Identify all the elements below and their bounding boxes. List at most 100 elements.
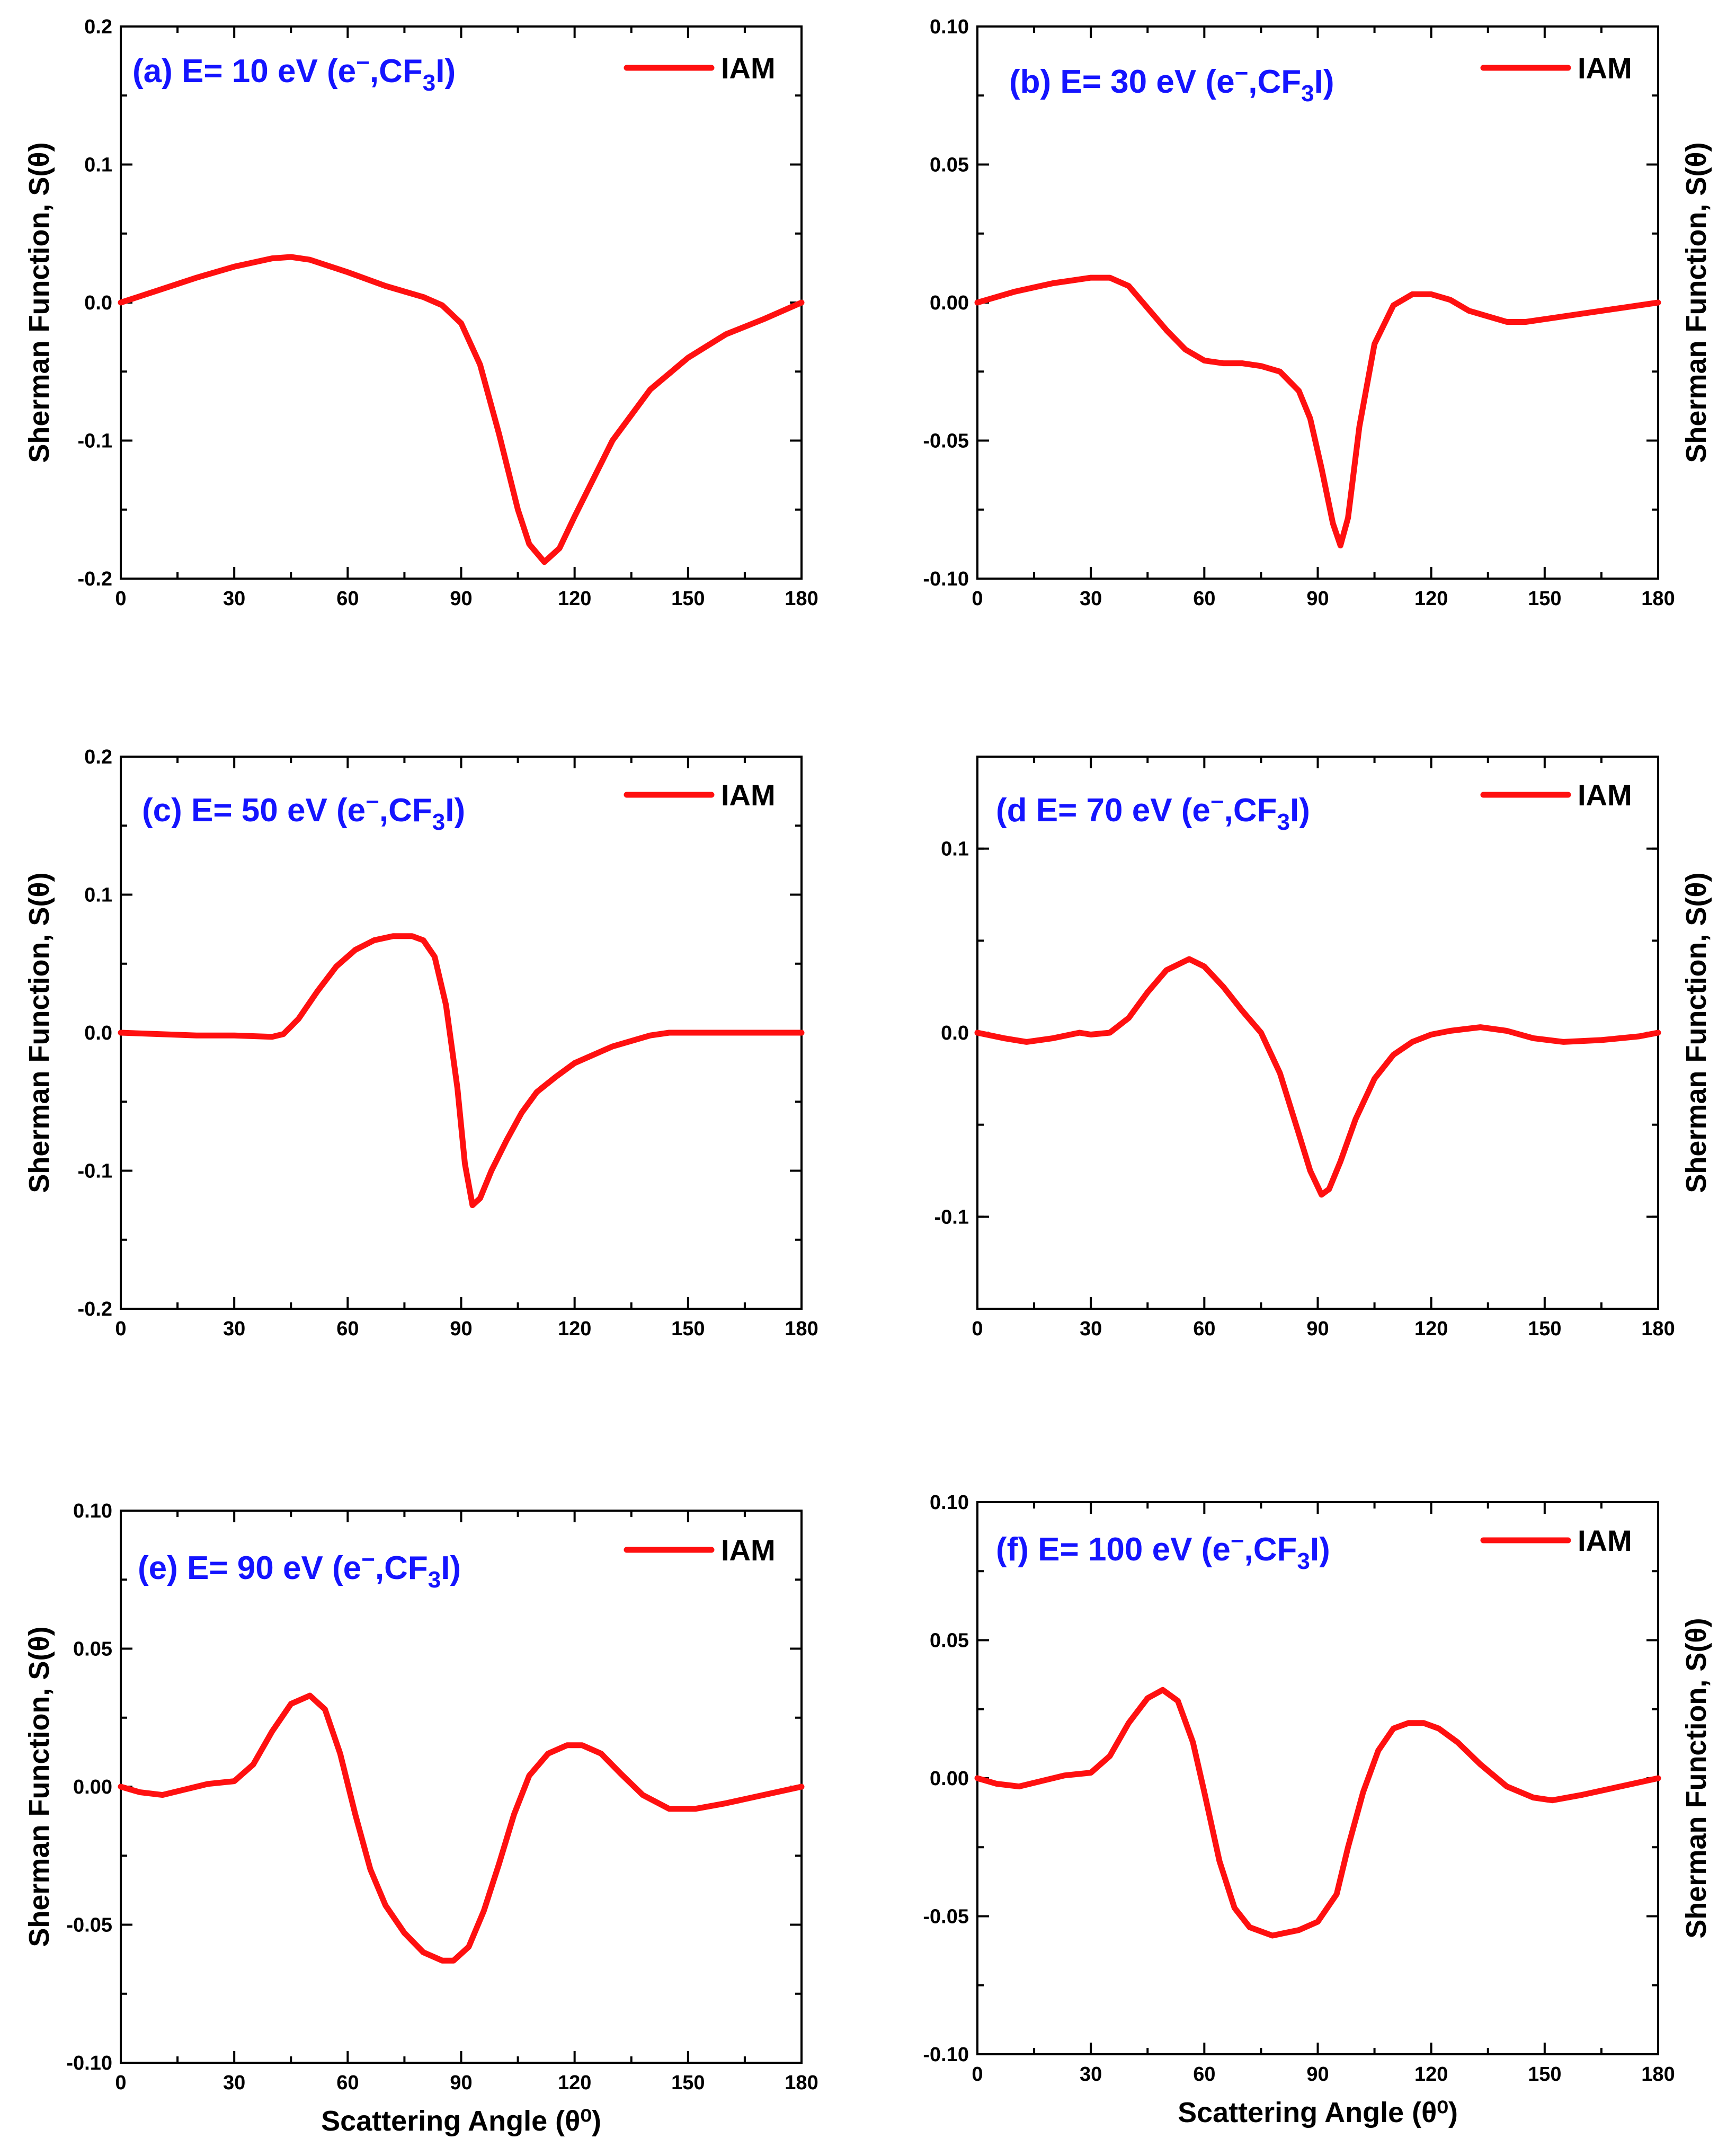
panel-title: (f) E= 100 eV (e−,CF3I) xyxy=(996,1528,1330,1574)
y-axis-label: Sherman Function, S(θ) xyxy=(1680,872,1712,1193)
y-tick-label: 0.05 xyxy=(930,1630,969,1652)
panel-b: 0 30 60 90 120 150 180 -0.10 -0.05 0.00 0.05 0.10 Sh… xyxy=(923,16,1712,610)
x-tick-label: 90 xyxy=(450,1318,472,1340)
y-axis-label: Sherman Function, S(θ) xyxy=(1680,142,1712,463)
x-tick-label: 180 xyxy=(785,588,818,610)
x-tick-label: 0 xyxy=(115,1318,126,1340)
panel-title: (d E= 70 eV (e−,CF3I) xyxy=(996,789,1310,835)
title-part: (f) E= 100 eV (e xyxy=(996,1531,1231,1568)
panel-title: (e) E= 90 eV (e−,CF3I) xyxy=(138,1547,461,1593)
legend-label: IAM xyxy=(721,51,776,85)
legend-label: IAM xyxy=(1578,1524,1632,1557)
y-tick-label: 0.0 xyxy=(941,1022,969,1044)
series-line-iam xyxy=(974,1687,1661,1939)
x-tick-label: 30 xyxy=(223,588,245,610)
y-tick-label: 0.05 xyxy=(73,1638,112,1661)
title-part: (d E= 70 eV (e xyxy=(996,792,1210,829)
title-part: ,CF xyxy=(379,792,432,829)
y-tick-label: 0.05 xyxy=(930,154,969,176)
title-part: (b) E= 30 eV (e xyxy=(1009,64,1235,100)
x-tick-label: 180 xyxy=(785,1318,818,1340)
x-tick-label: 120 xyxy=(1414,588,1448,610)
title-subscript: 3 xyxy=(1301,81,1314,107)
title-superscript: − xyxy=(366,789,379,815)
title-part: I) xyxy=(1310,1531,1330,1568)
title-superscript: − xyxy=(361,1547,375,1573)
x-tick-label: 30 xyxy=(1080,588,1102,610)
y-tick-label: -0.1 xyxy=(934,1206,969,1228)
x-tick-label: 90 xyxy=(450,588,472,610)
panel-d: 0 30 60 90 120 150 180 -0.1 0.0 0.1 Sherman Functi… xyxy=(934,756,1712,1340)
y-tick-label: -0.05 xyxy=(923,430,969,453)
title-part: ,CF xyxy=(1224,792,1277,829)
plot-frame xyxy=(120,25,803,580)
x-tick-label: 150 xyxy=(1528,2063,1561,2086)
legend-label: IAM xyxy=(721,778,776,812)
y-tick-label: -0.10 xyxy=(66,2052,112,2074)
x-tick-label: 120 xyxy=(1414,2063,1448,2086)
title-part: I) xyxy=(1314,64,1334,100)
x-tick-label: 0 xyxy=(972,1318,983,1340)
x-tick-label: 90 xyxy=(450,2072,472,2094)
x-tick-label: 120 xyxy=(558,2072,591,2094)
y-tick-label: -0.10 xyxy=(923,2044,969,2066)
y-tick-label: 0.10 xyxy=(930,1492,969,1514)
y-tick-label: 0.2 xyxy=(84,746,112,768)
y-tick-label: -0.2 xyxy=(78,568,112,590)
plot-frame xyxy=(976,25,1659,580)
title-subscript: 3 xyxy=(428,1567,441,1593)
title-part: (e) E= 90 eV (e xyxy=(138,1550,361,1586)
y-tick-label: 0.1 xyxy=(941,838,969,860)
title-part: I) xyxy=(1290,792,1310,829)
x-tick-label: 90 xyxy=(1306,2063,1329,2086)
panel-f: 0 30 60 90 120 150 180 -0.10 -0.05 0.00 0.05 0.10 Sh… xyxy=(923,1492,1712,2128)
x-tick-label: 150 xyxy=(671,1318,705,1340)
x-tick-label: 30 xyxy=(223,2072,245,2094)
series-line-iam xyxy=(118,254,805,565)
legend-label: IAM xyxy=(721,1533,776,1567)
title-superscript: − xyxy=(1231,1528,1244,1554)
y-tick-label: 0.10 xyxy=(73,1500,112,1522)
title-part: I) xyxy=(445,792,465,829)
x-tick-label: 150 xyxy=(671,2072,705,2094)
x-tick-label: 60 xyxy=(336,2072,359,2094)
x-tick-label: 0 xyxy=(972,2063,983,2086)
y-tick-label: -0.05 xyxy=(923,1906,969,1928)
title-part: (c) E= 50 eV (e xyxy=(142,792,366,829)
x-axis-label: Scattering Angle (θ⁰) xyxy=(321,2105,601,2137)
title-subscript: 3 xyxy=(1297,1548,1310,1574)
y-axis-label: Sherman Function, S(θ) xyxy=(23,1626,55,1947)
series-line-iam xyxy=(118,933,805,1209)
title-superscript: − xyxy=(1235,60,1249,86)
title-part: ,CF xyxy=(1244,1531,1297,1568)
title-subscript: 3 xyxy=(432,809,445,835)
panel-a: 0 30 60 90 120 150 180 -0.2 -0.1 0.0 0.1 0.2 Sherman… xyxy=(23,16,818,610)
title-part: I) xyxy=(435,53,456,90)
series-line-iam xyxy=(974,274,1661,548)
title-subscript: 3 xyxy=(423,70,435,96)
x-tick-label: 180 xyxy=(785,2072,818,2094)
y-tick-label: 0.00 xyxy=(930,292,969,314)
panel-title: (b) E= 30 eV (e−,CF3I) xyxy=(1009,60,1334,107)
title-part: ,CF xyxy=(1248,64,1301,100)
x-tick-label: 120 xyxy=(558,1318,591,1340)
x-axis-label: Scattering Angle (θ⁰) xyxy=(1178,2097,1458,2128)
title-part: ,CF xyxy=(375,1550,428,1586)
panel-title: (c) E= 50 eV (e−,CF3I) xyxy=(142,789,465,835)
y-tick-label: 0.2 xyxy=(84,16,112,38)
y-tick-label: -0.2 xyxy=(78,1298,112,1320)
legend-label: IAM xyxy=(1578,51,1632,85)
title-superscript: − xyxy=(356,50,370,76)
x-tick-label: 90 xyxy=(1306,588,1329,610)
y-tick-label: 0.0 xyxy=(84,292,112,314)
y-axis-label: Sherman Function, S(θ) xyxy=(1680,1618,1712,1938)
x-tick-label: 150 xyxy=(671,588,705,610)
plot-frame xyxy=(976,1501,1659,2055)
x-tick-label: 0 xyxy=(115,588,126,610)
y-tick-label: -0.1 xyxy=(78,430,112,453)
plot-frame xyxy=(120,1510,803,2064)
title-part: I) xyxy=(441,1550,461,1586)
x-tick-label: 60 xyxy=(336,588,359,610)
x-tick-label: 180 xyxy=(1641,1318,1675,1340)
